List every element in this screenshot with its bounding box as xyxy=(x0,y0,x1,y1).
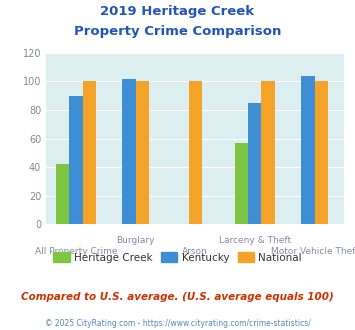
Bar xyxy=(122,79,136,224)
Bar xyxy=(235,143,248,224)
Text: Larceny & Theft: Larceny & Theft xyxy=(219,236,291,245)
Bar xyxy=(315,82,328,224)
Text: All Property Crime: All Property Crime xyxy=(35,247,117,256)
Bar xyxy=(189,82,202,224)
Text: Property Crime Comparison: Property Crime Comparison xyxy=(74,25,281,38)
Legend: Heritage Creek, Kentucky, National: Heritage Creek, Kentucky, National xyxy=(49,248,306,267)
Bar xyxy=(301,76,315,224)
Bar xyxy=(56,164,70,224)
Bar xyxy=(136,82,149,224)
Text: 2019 Heritage Creek: 2019 Heritage Creek xyxy=(100,5,255,18)
Text: Compared to U.S. average. (U.S. average equals 100): Compared to U.S. average. (U.S. average … xyxy=(21,292,334,302)
Bar xyxy=(248,103,261,224)
Bar xyxy=(261,82,274,224)
Bar xyxy=(82,82,95,224)
Text: © 2025 CityRating.com - https://www.cityrating.com/crime-statistics/: © 2025 CityRating.com - https://www.city… xyxy=(45,319,310,328)
Bar xyxy=(70,96,82,224)
Text: Arson: Arson xyxy=(182,247,208,256)
Text: Motor Vehicle Theft: Motor Vehicle Theft xyxy=(271,247,355,256)
Text: Burglary: Burglary xyxy=(116,236,155,245)
